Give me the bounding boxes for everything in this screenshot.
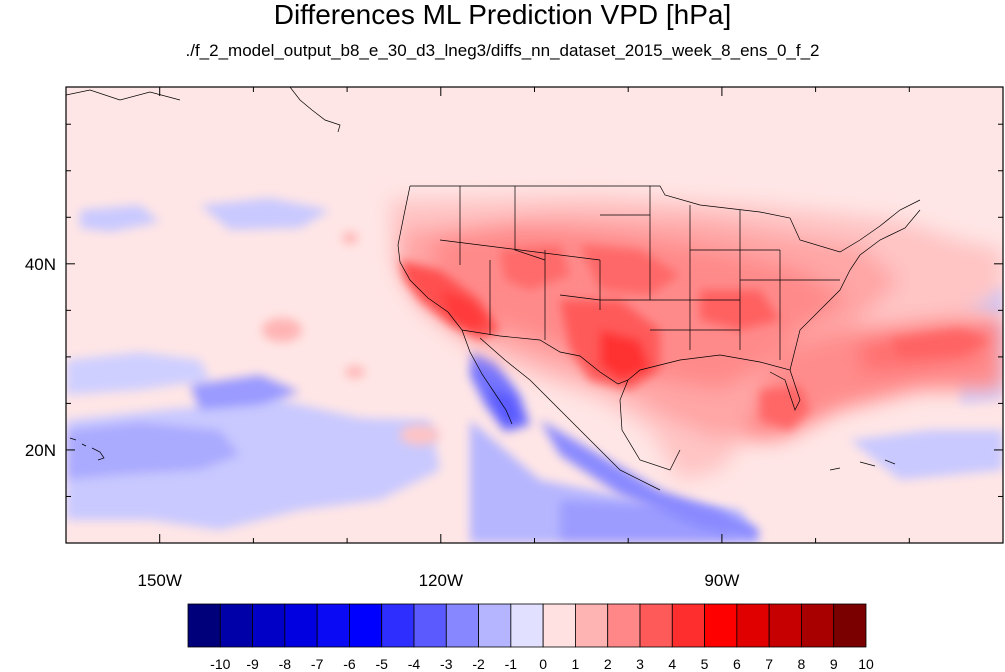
colorbar-label: -8 <box>279 656 292 672</box>
colorbar-swatch <box>510 603 544 648</box>
colorbar-swatch <box>413 603 447 648</box>
colorbar-swatch <box>801 603 835 648</box>
map-subtitle: ./f_2_model_output_b8_e_30_d3_lneg3/diff… <box>185 41 820 60</box>
colorbar-label: 4 <box>668 656 676 672</box>
colorbar: -10 -9 -8 -7 -6 -5 -4 -3 -2 -1 0 1 2 3 4 5 6 7 8 9 10 <box>187 603 874 672</box>
colorbar-label: 2 <box>604 656 612 672</box>
colorbar-swatch <box>284 603 318 648</box>
colorbar-label: -10 <box>210 656 230 672</box>
colorbar-swatch <box>219 603 253 648</box>
colorbar-swatch <box>736 603 770 648</box>
strong-positive-areas <box>400 245 990 430</box>
lat-tick-label: 40N <box>25 255 56 274</box>
axis-tick-labels: 150W 120W 90W 40N 20N <box>25 255 740 590</box>
colorbar-swatch <box>768 603 802 648</box>
colorbar-swatch <box>671 603 705 648</box>
colorbar-label: 7 <box>765 656 773 672</box>
map-title: Differences ML Prediction VPD [hPa] <box>273 0 732 30</box>
colorbar-swatch <box>833 603 867 648</box>
colorbar-swatch <box>349 603 383 648</box>
lon-tick-label: 90W <box>704 571 739 590</box>
colorbar-swatch <box>704 603 738 648</box>
colorbar-label: -4 <box>408 656 421 672</box>
pacific-positive-blobs <box>262 232 440 445</box>
colorbar-swatch <box>445 603 479 648</box>
colorbar-label: -9 <box>246 656 259 672</box>
colorbar-label: 5 <box>701 656 709 672</box>
colorbar-swatch <box>187 603 221 648</box>
colorbar-label: 9 <box>830 656 838 672</box>
colorbar-label: -7 <box>311 656 324 672</box>
colorbar-label: -1 <box>505 656 518 672</box>
colorbar-label: -2 <box>472 656 485 672</box>
colorbar-label: -3 <box>440 656 453 672</box>
colorbar-swatch <box>381 603 415 648</box>
colorbar-swatch <box>575 603 609 648</box>
colorbar-label: -5 <box>375 656 388 672</box>
lat-tick-label: 20N <box>25 441 56 460</box>
colorbar-label: 3 <box>636 656 644 672</box>
colorbar-label: 10 <box>858 656 874 672</box>
coastal-negative-strip <box>470 350 760 540</box>
lon-tick-label: 150W <box>137 571 181 590</box>
map-field <box>66 87 1003 543</box>
colorbar-swatch <box>478 603 512 648</box>
colorbar-swatch <box>607 603 641 648</box>
colorbar-swatch <box>316 603 350 648</box>
colorbar-swatch <box>542 603 576 648</box>
colorbar-swatch <box>252 603 286 648</box>
colorbar-label: 6 <box>733 656 741 672</box>
colorbar-swatch <box>639 603 673 648</box>
colorbar-label: -6 <box>343 656 356 672</box>
boundary-lines <box>66 87 921 491</box>
axis-ticks <box>65 87 1004 544</box>
colorbar-label: 0 <box>539 656 547 672</box>
colorbar-label: 8 <box>798 656 806 672</box>
colorbar-label: 1 <box>572 656 580 672</box>
lon-tick-label: 120W <box>419 571 463 590</box>
